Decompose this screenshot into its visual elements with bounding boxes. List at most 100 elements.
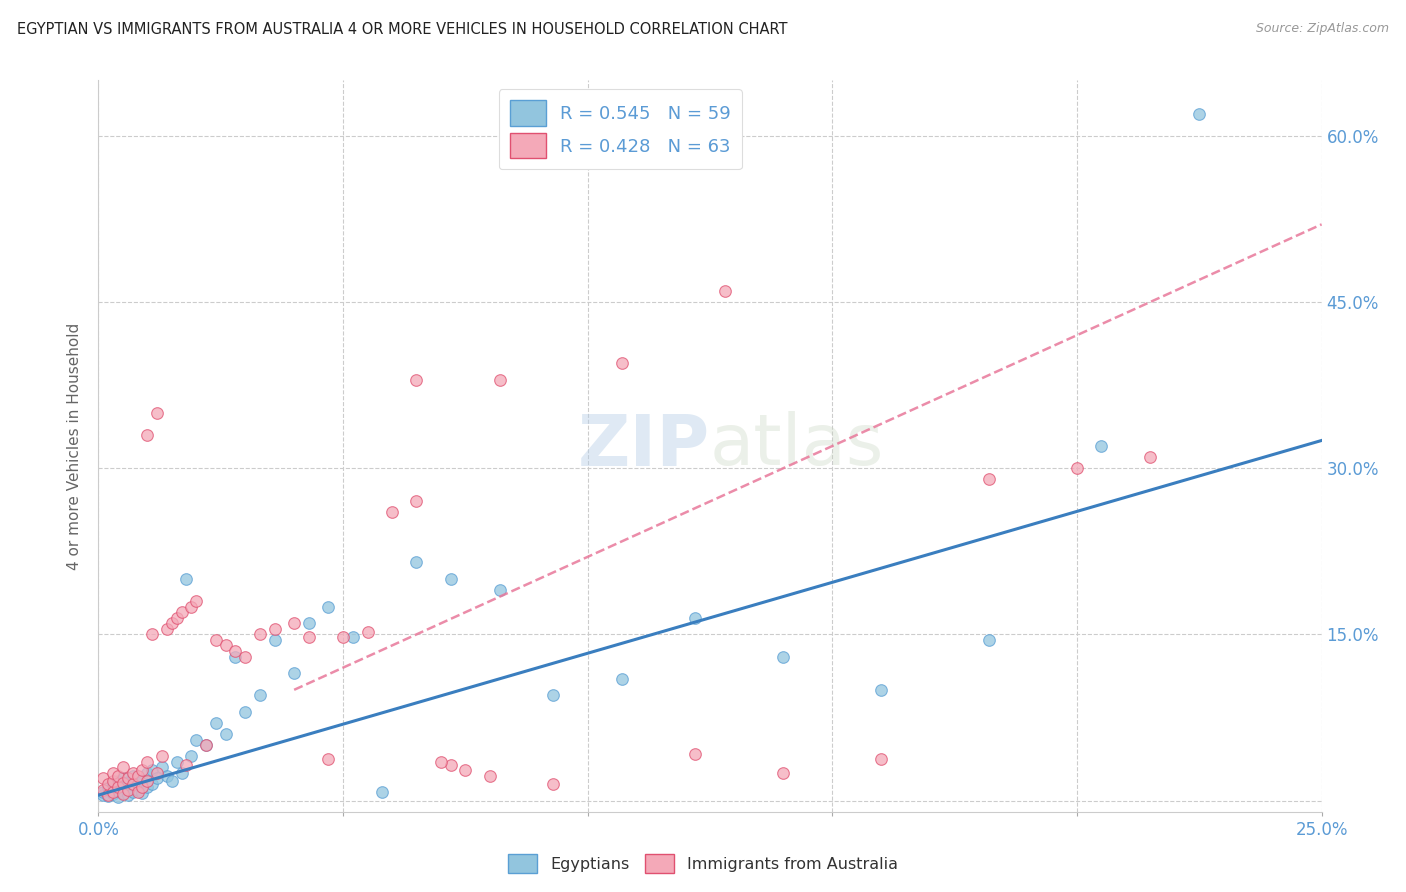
Point [121,785,143,799]
Point [195,738,218,752]
Point [205,716,228,731]
Point [121,766,143,780]
Point [117,781,139,796]
Point [136,428,159,442]
Point [180,749,202,764]
Point [111,786,134,800]
Point [117,788,139,802]
Point [170,766,193,780]
Point [263,632,285,647]
Point [117,772,139,786]
Point [224,644,246,658]
Point [101,766,124,780]
Point [107,783,129,797]
Point [127,782,149,797]
Point [1066,461,1088,475]
Point [136,773,159,788]
Point [977,632,1000,647]
Point [488,372,510,386]
Point [117,782,139,797]
Point [131,786,153,800]
Point [146,772,169,786]
Point [283,616,305,631]
Point [405,494,427,508]
Point [97,789,120,804]
Point [101,777,124,791]
Point [543,689,565,703]
Point [283,666,305,681]
Point [176,758,198,772]
Point [488,583,510,598]
Point [405,555,427,569]
Point [440,572,463,586]
Point [224,649,246,664]
Point [263,622,285,636]
Point [233,649,256,664]
Point [97,780,120,795]
Point [249,627,271,641]
Point [91,772,114,786]
Point [111,760,134,774]
Point [430,755,453,769]
Text: Source: ZipAtlas.com: Source: ZipAtlas.com [1256,22,1389,36]
Point [111,776,134,790]
Point [298,630,321,644]
Point [107,790,129,805]
Point [214,727,236,741]
Point [141,763,163,777]
Legend: R = 0.545   N = 59, R = 0.428   N = 63: R = 0.545 N = 59, R = 0.428 N = 63 [499,89,742,169]
Point [772,766,794,780]
Point [101,773,124,788]
Point [160,773,183,788]
Point [146,406,169,420]
Point [127,785,149,799]
Point [121,769,143,783]
Point [111,779,134,793]
Point [127,769,149,783]
Point [91,785,114,799]
Point [233,705,256,719]
Point [405,372,427,386]
Point [1090,439,1112,453]
Point [610,356,633,370]
Point [107,780,129,795]
Point [160,616,183,631]
Point [117,774,139,789]
Point [440,758,463,772]
Point [356,625,378,640]
Point [91,782,114,797]
Point [195,738,218,752]
Point [977,472,1000,486]
Point [91,788,114,802]
Point [249,689,271,703]
Point [97,777,120,791]
Point [107,773,129,788]
Point [166,755,188,769]
Legend: Egyptians, Immigrants from Australia: Egyptians, Immigrants from Australia [502,847,904,880]
Point [454,763,477,777]
Point [205,632,228,647]
Point [298,616,321,631]
Point [543,777,565,791]
Point [371,785,394,799]
Point [478,769,501,783]
Point [214,639,236,653]
Point [136,755,159,769]
Point [870,682,893,697]
Point [97,788,120,802]
Point [685,611,707,625]
Point [332,630,354,644]
Point [180,599,202,614]
Point [318,599,340,614]
Point [141,627,163,641]
Point [381,506,404,520]
Point [713,284,735,298]
Point [127,776,149,790]
Point [685,747,707,761]
Point [166,611,188,625]
Point [186,594,208,608]
Point [111,772,134,786]
Point [101,787,124,801]
Point [150,749,173,764]
Text: atlas: atlas [710,411,884,481]
